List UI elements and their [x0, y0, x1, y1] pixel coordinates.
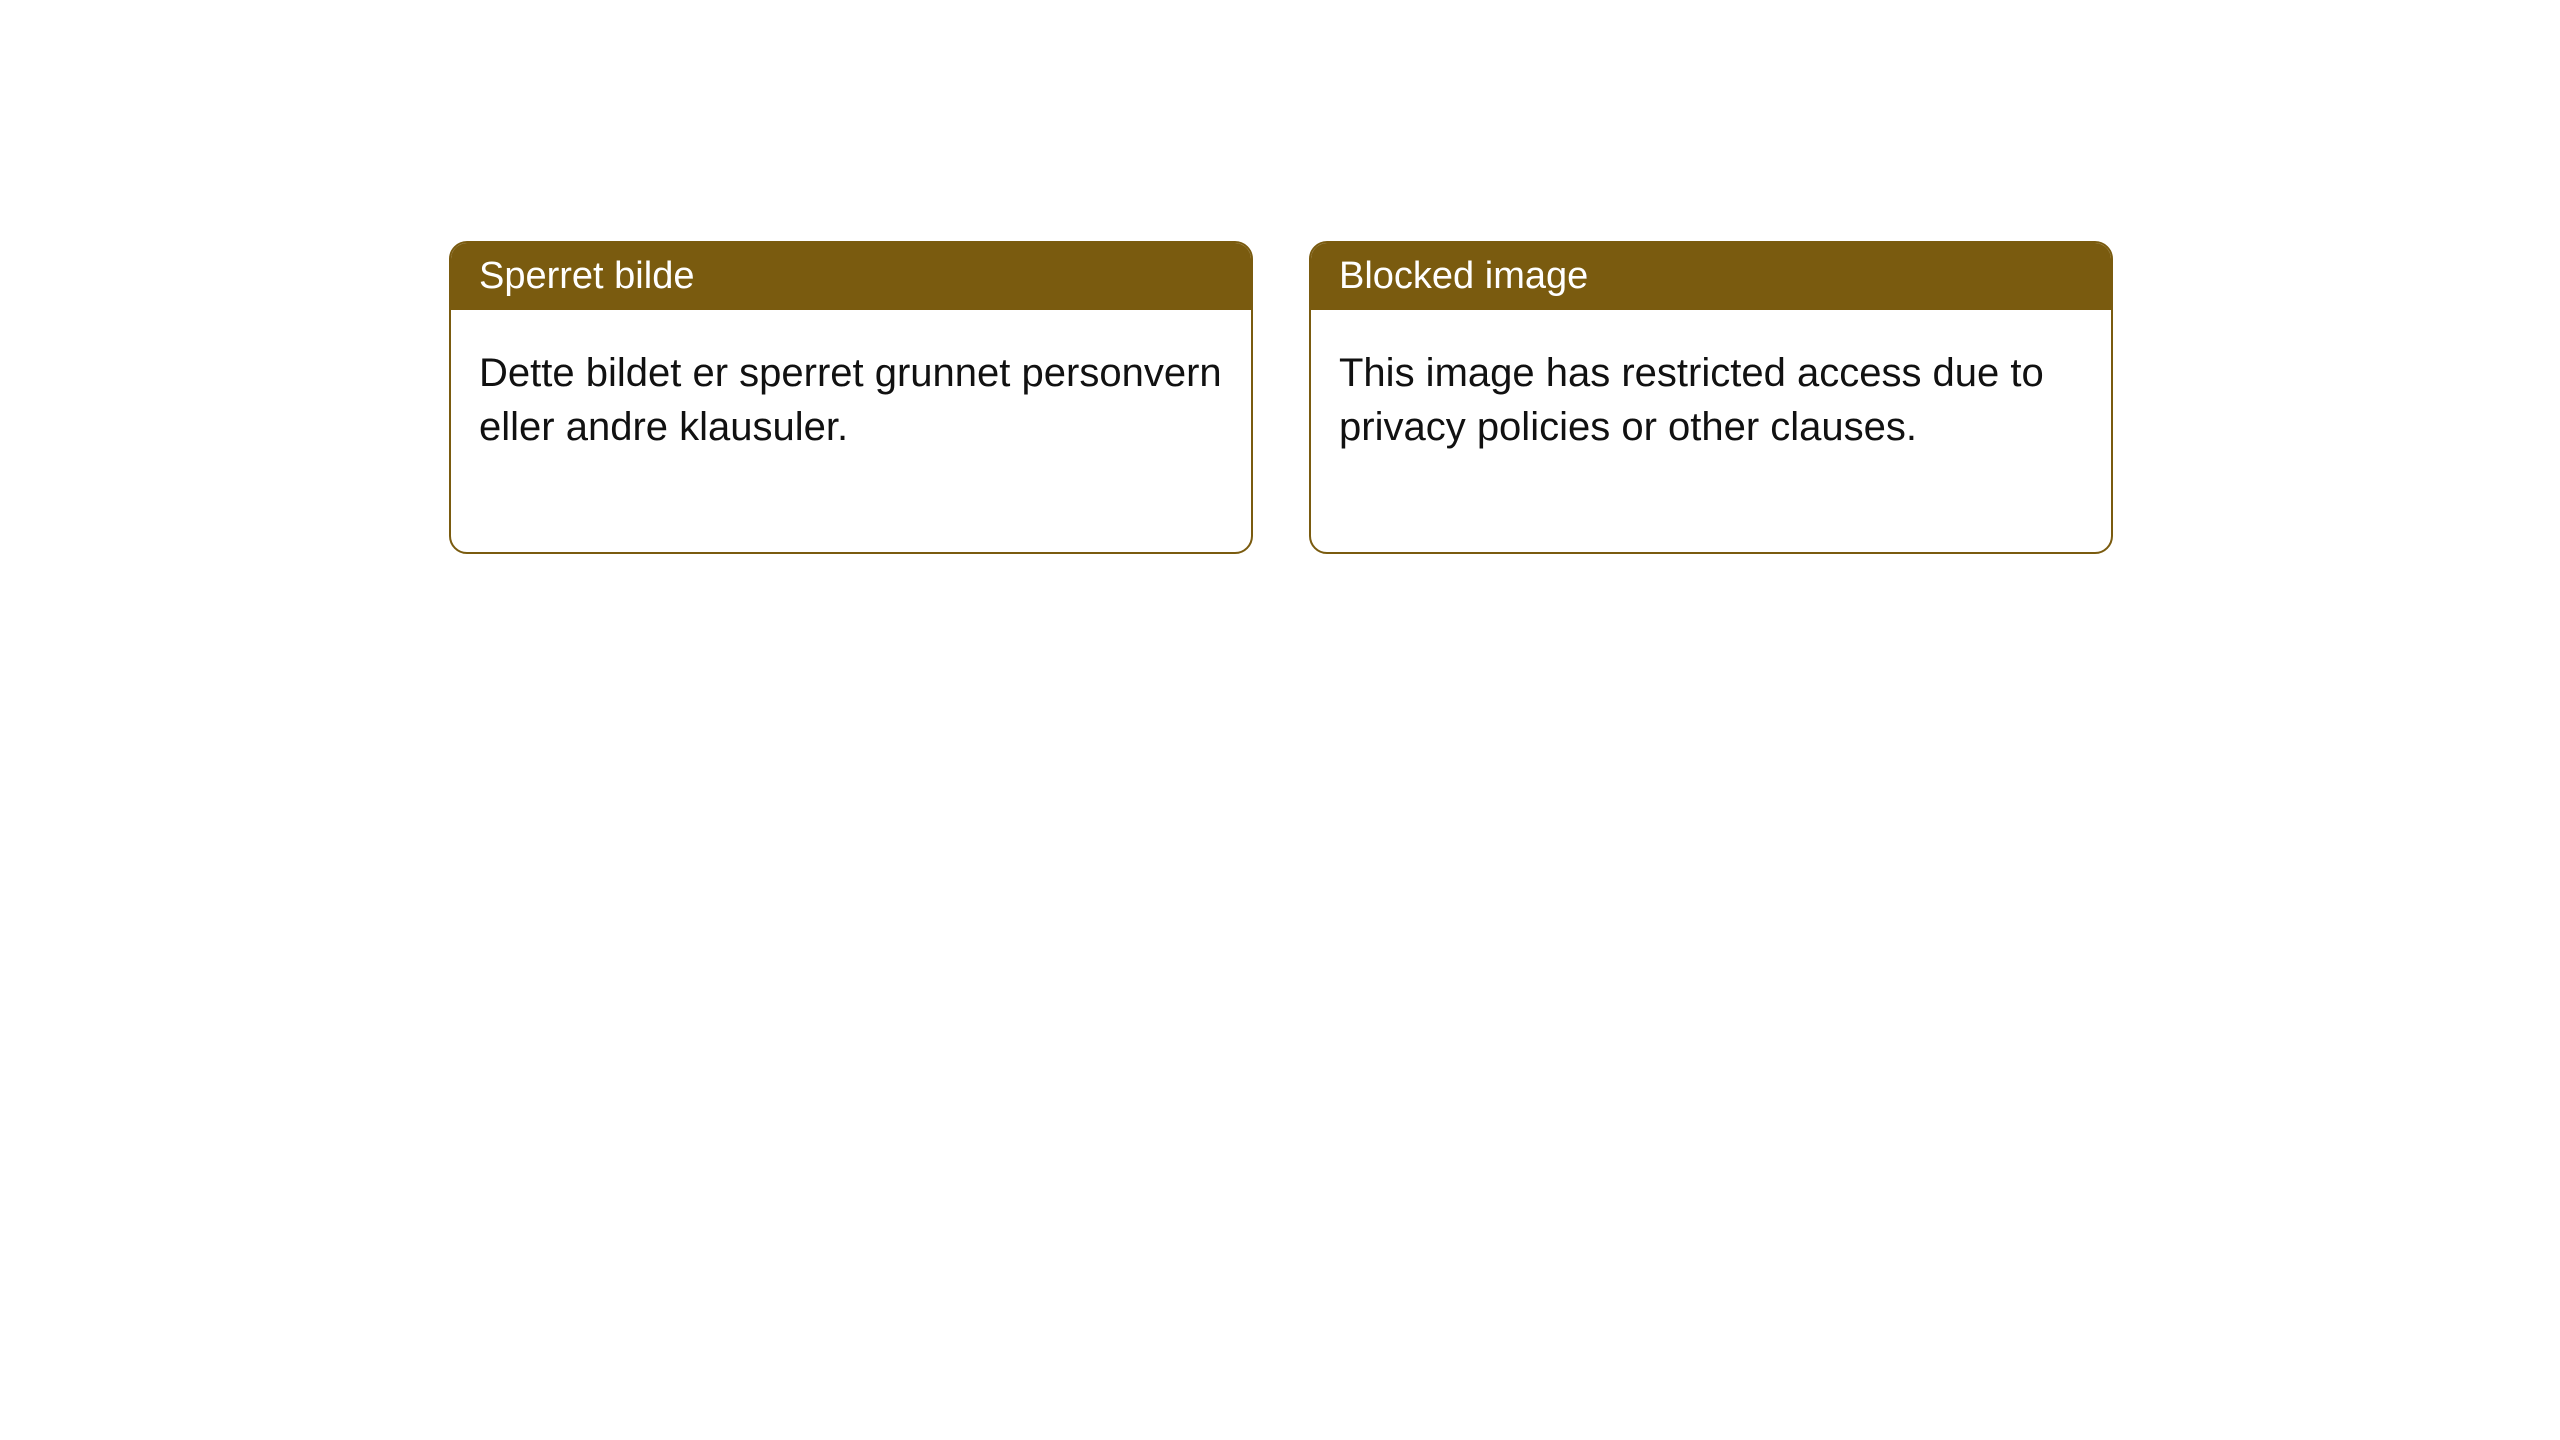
notice-container: Sperret bilde Dette bildet er sperret gr…	[449, 241, 2113, 554]
card-body-english: This image has restricted access due to …	[1311, 310, 2111, 552]
notice-card-norwegian: Sperret bilde Dette bildet er sperret gr…	[449, 241, 1253, 554]
card-header-english: Blocked image	[1311, 243, 2111, 310]
card-body-norwegian: Dette bildet er sperret grunnet personve…	[451, 310, 1251, 552]
notice-card-english: Blocked image This image has restricted …	[1309, 241, 2113, 554]
card-header-norwegian: Sperret bilde	[451, 243, 1251, 310]
